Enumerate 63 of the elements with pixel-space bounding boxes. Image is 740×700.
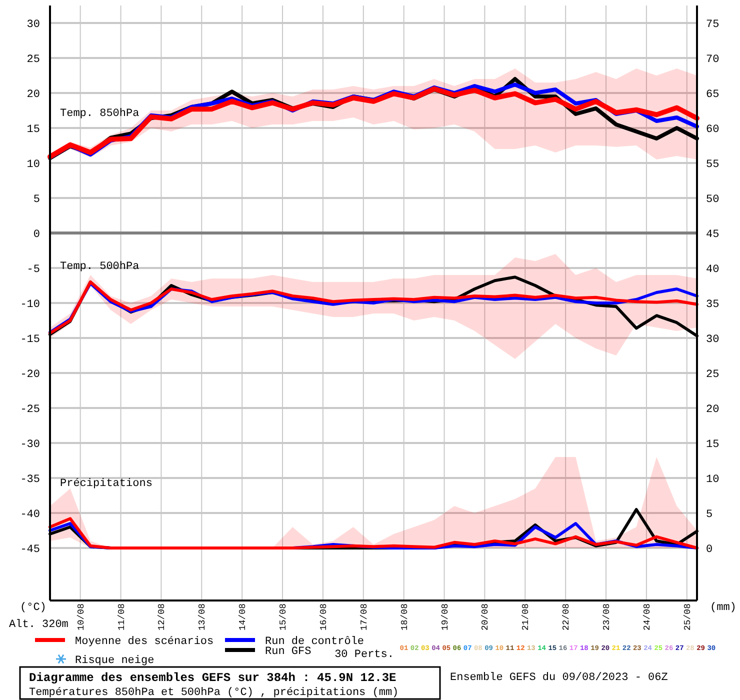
- y-tick-label: 20: [26, 89, 40, 101]
- x-tick-label: 18/08: [400, 604, 410, 631]
- x-tick-label: 13/08: [198, 604, 208, 631]
- legend-label: Run de contrôle: [265, 636, 364, 648]
- x-tick-label: 12/08: [157, 604, 168, 631]
- x-tick-label: 15/08: [278, 604, 289, 631]
- y-tick-label: -35: [20, 474, 40, 486]
- y2-tick-label: 10: [706, 474, 720, 486]
- line-series: [48, 517, 698, 550]
- y-tick-label: -40: [20, 509, 40, 521]
- y2-axis-title: (mm): [710, 602, 736, 614]
- x-tick-label: 19/08: [440, 604, 450, 631]
- annotation: Temp. 850hPa: [60, 108, 140, 120]
- x-tick-label: 16/08: [318, 604, 329, 631]
- y-tick-label: 25: [26, 54, 40, 66]
- x-tick-label: 23/08: [602, 604, 612, 631]
- y2-tick-label: 70: [706, 54, 720, 66]
- y2-tick-label: 50: [706, 194, 720, 206]
- text: Alt. 320m: [9, 619, 69, 631]
- text: Diagramme des ensembles GEFS sur 384h : 45.9N 12.3E: [29, 671, 396, 685]
- text: 30 Perts.: [334, 649, 394, 661]
- y-tick-label: 0: [33, 229, 40, 241]
- y2-tick-label: 40: [706, 264, 720, 276]
- y2-tick-label: 15: [706, 439, 720, 451]
- y2-tick-label: 20: [706, 404, 720, 416]
- y-axis-title: (°C): [20, 602, 46, 614]
- y-tick-label: 15: [26, 124, 40, 136]
- annotation: Temp. 500hPa: [60, 261, 140, 273]
- x-tick-label: 24/08: [642, 604, 652, 631]
- y-tick-label: -5: [26, 264, 40, 276]
- y2-tick-label: 25: [706, 369, 720, 381]
- x-tick-label: 17/08: [359, 604, 370, 631]
- legend-label: Run GFS: [265, 646, 312, 658]
- y2-tick-label: 5: [706, 509, 713, 521]
- y-tick-label: -45: [20, 544, 40, 556]
- x-tick-label: 14/08: [238, 604, 248, 631]
- y2-tick-label: 45: [706, 229, 720, 241]
- text: Risque neige: [75, 655, 154, 667]
- text: Ensemble GEFS du 09/08/2023 - 06Z: [450, 672, 668, 684]
- y-tick-label: 5: [33, 194, 40, 206]
- y2-tick-label: 60: [706, 124, 720, 136]
- y-tick-label: 10: [26, 159, 40, 171]
- y2-tick-label: 55: [706, 159, 720, 171]
- y2-tick-label: 35: [706, 299, 720, 311]
- y-tick-label: -20: [20, 369, 40, 381]
- x-tick-label: 11/08: [116, 604, 127, 631]
- y-tick-label: -15: [20, 334, 40, 346]
- x-tick-label: 20/08: [480, 604, 491, 631]
- legend-label: Moyenne des scénarios: [75, 636, 214, 648]
- text: Températures 850hPa et 500hPa (°C) , précipitations (mm): [29, 687, 399, 699]
- x-tick-label: 25/08: [682, 604, 693, 631]
- y-tick-label: -30: [20, 439, 40, 451]
- y2-tick-label: 65: [706, 89, 720, 101]
- x-tick-label: 10/08: [76, 604, 86, 631]
- y2-tick-label: 30: [706, 334, 720, 346]
- y-tick-label: -10: [20, 299, 40, 311]
- y-tick-label: 30: [26, 19, 40, 31]
- y-tick-label: -25: [20, 404, 40, 416]
- y2-tick-label: 0: [706, 544, 713, 556]
- x-tick-label: 22/08: [562, 604, 572, 631]
- annotation: Précipitations: [60, 478, 152, 490]
- y2-tick-label: 75: [706, 19, 720, 31]
- x-tick-label: 21/08: [521, 604, 532, 631]
